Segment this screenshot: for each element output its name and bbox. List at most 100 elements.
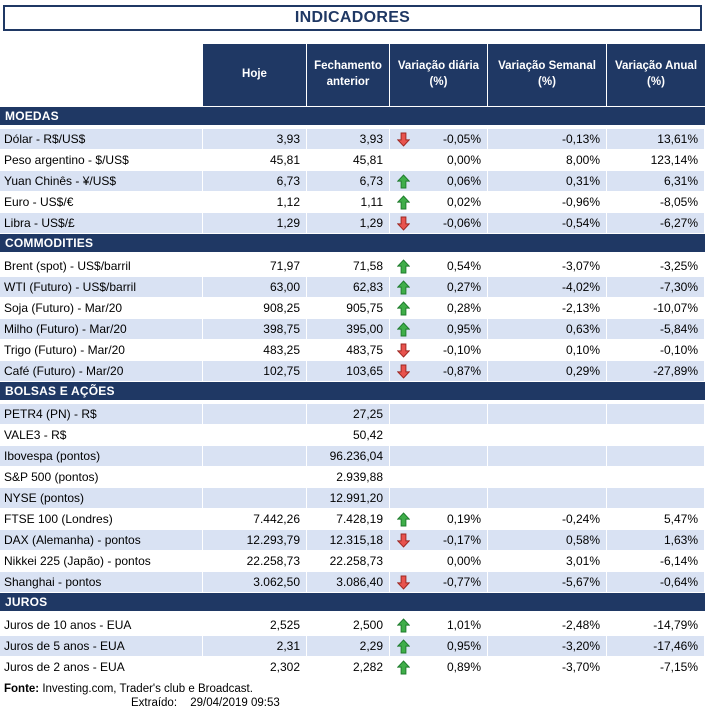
variation-daily-cell xyxy=(390,467,488,487)
variation-weekly: 8,00% xyxy=(488,150,607,170)
table-row: Peso argentino - $/US$ 45,81 45,81 0,00% 8,0… xyxy=(0,150,705,170)
arrow-up-icon xyxy=(397,321,410,337)
variation-daily: 0,02% xyxy=(446,195,481,209)
arrow-down-icon xyxy=(397,216,410,231)
variation-daily: 0,27% xyxy=(446,280,481,294)
variation-daily-cell: 0,00% xyxy=(390,150,488,170)
table-row: Juros de 5 anos - EUA 2,31 2,29 0,95% -3,20%… xyxy=(0,636,705,656)
table-row: Trigo (Futuro) - Mar/20 483,25 483,75 -0,10… xyxy=(0,340,705,360)
value-hoje: 1,29 xyxy=(203,213,307,233)
table-row: PETR4 (PN) - R$ 27,25 xyxy=(0,404,705,424)
row-label: PETR4 (PN) - R$ xyxy=(0,404,203,424)
variation-daily-cell: -0,06% xyxy=(390,213,488,233)
variation-daily-cell: -0,17% xyxy=(390,530,488,550)
value-hoje: 398,75 xyxy=(203,319,307,339)
variation-daily-cell: 0,54% xyxy=(390,256,488,276)
section-header-bolsas-e-acoes: BOLSAS E AÇÕES xyxy=(0,382,705,400)
variation-annual: -10,07% xyxy=(607,298,705,318)
variation-daily-cell: 0,27% xyxy=(390,277,488,297)
value-fechamento: 103,65 xyxy=(307,361,390,381)
variation-annual: -6,14% xyxy=(607,551,705,571)
value-hoje: 6,73 xyxy=(203,171,307,191)
value-hoje xyxy=(203,467,307,487)
variation-annual: -6,27% xyxy=(607,213,705,233)
variation-daily-cell: 0,95% xyxy=(390,636,488,656)
variation-daily-cell xyxy=(390,488,488,508)
value-fechamento: 395,00 xyxy=(307,319,390,339)
value-fechamento: 50,42 xyxy=(307,425,390,445)
variation-daily: -0,87% xyxy=(442,364,481,378)
value-fechamento: 12.315,18 xyxy=(307,530,390,550)
value-fechamento: 22.258,73 xyxy=(307,551,390,571)
table-row: Soja (Futuro) - Mar/20 908,25 905,75 0,28% -… xyxy=(0,298,705,318)
variation-annual xyxy=(607,425,705,445)
variation-annual: 6,31% xyxy=(607,171,705,191)
footer: Fonte: Investing.com, Trader's club e Br… xyxy=(0,682,705,710)
table-row: Nikkei 225 (Japão) - pontos 22.258,73 22.2… xyxy=(0,551,705,571)
variation-daily-cell xyxy=(390,446,488,466)
source-text: Investing.com, Trader's club e Broadcast… xyxy=(42,683,253,695)
section-header-juros: JUROS xyxy=(0,593,705,611)
variation-daily-cell: 0,19% xyxy=(390,509,488,529)
variation-weekly: -4,02% xyxy=(488,277,607,297)
row-label: Peso argentino - $/US$ xyxy=(0,150,203,170)
value-hoje: 45,81 xyxy=(203,150,307,170)
variation-daily: 0,06% xyxy=(446,174,481,188)
variation-annual: 123,14% xyxy=(607,150,705,170)
variation-weekly: -2,13% xyxy=(488,298,607,318)
value-fechamento: 2,29 xyxy=(307,636,390,656)
variation-annual xyxy=(607,488,705,508)
row-label: Soja (Futuro) - Mar/20 xyxy=(0,298,203,318)
arrow-up-icon xyxy=(397,300,410,316)
variation-daily: 0,95% xyxy=(446,639,481,653)
value-hoje: 1,12 xyxy=(203,192,307,212)
variation-daily-cell: -0,77% xyxy=(390,572,488,592)
row-label: Dólar - R$/US$ xyxy=(0,129,203,149)
row-label: Nikkei 225 (Japão) - pontos xyxy=(0,551,203,571)
value-fechamento: 905,75 xyxy=(307,298,390,318)
value-hoje: 2,302 xyxy=(203,657,307,677)
variation-daily-cell: 1,01% xyxy=(390,615,488,635)
variation-weekly: -0,54% xyxy=(488,213,607,233)
variation-weekly: -0,24% xyxy=(488,509,607,529)
row-label: Trigo (Futuro) - Mar/20 xyxy=(0,340,203,360)
row-label: WTI (Futuro) - US$/barril xyxy=(0,277,203,297)
variation-annual: -8,05% xyxy=(607,192,705,212)
row-label: VALE3 - R$ xyxy=(0,425,203,445)
row-label: Juros de 10 anos - EUA xyxy=(0,615,203,635)
variation-weekly: -3,70% xyxy=(488,657,607,677)
value-hoje: 3.062,50 xyxy=(203,572,307,592)
variation-weekly: 0,31% xyxy=(488,171,607,191)
variation-annual: -0,64% xyxy=(607,572,705,592)
corner-spacer xyxy=(0,44,203,106)
value-hoje xyxy=(203,488,307,508)
table-row: Yuan Chinês - ¥/US$ 6,73 6,73 0,06% 0,31% 6,3… xyxy=(0,171,705,191)
variation-weekly: 0,63% xyxy=(488,319,607,339)
table-row: Brent (spot) - US$/barril 71,97 71,58 0,54%… xyxy=(0,256,705,276)
variation-annual: -14,79% xyxy=(607,615,705,635)
extracted-label: Extraído: xyxy=(131,697,178,709)
footer-source: Fonte: Investing.com, Trader's club e Br… xyxy=(4,682,705,696)
variation-daily-cell: -0,05% xyxy=(390,129,488,149)
table-row: DAX (Alemanha) - pontos 12.293,79 12.315,1… xyxy=(0,530,705,550)
table-row: Libra - US$/£ 1,29 1,29 -0,06% -0,54% -6,27% xyxy=(0,213,705,233)
variation-daily-cell: -0,10% xyxy=(390,340,488,360)
variation-weekly: 0,58% xyxy=(488,530,607,550)
table-row: NYSE (pontos) 12.991,20 xyxy=(0,488,705,508)
section-header-moedas: MOEDAS xyxy=(0,107,705,125)
variation-weekly xyxy=(488,404,607,424)
variation-annual xyxy=(607,446,705,466)
row-label: Shanghai - pontos xyxy=(0,572,203,592)
variation-weekly: -0,96% xyxy=(488,192,607,212)
table-row: Café (Futuro) - Mar/20 102,75 103,65 -0,87%… xyxy=(0,361,705,381)
value-hoje: 7.442,26 xyxy=(203,509,307,529)
variation-annual: 13,61% xyxy=(607,129,705,149)
arrow-up-icon xyxy=(397,617,410,633)
variation-weekly: -3,20% xyxy=(488,636,607,656)
value-hoje: 102,75 xyxy=(203,361,307,381)
row-label: Milho (Futuro) - Mar/20 xyxy=(0,319,203,339)
variation-annual: -7,15% xyxy=(607,657,705,677)
variation-weekly xyxy=(488,488,607,508)
value-fechamento: 12.991,20 xyxy=(307,488,390,508)
